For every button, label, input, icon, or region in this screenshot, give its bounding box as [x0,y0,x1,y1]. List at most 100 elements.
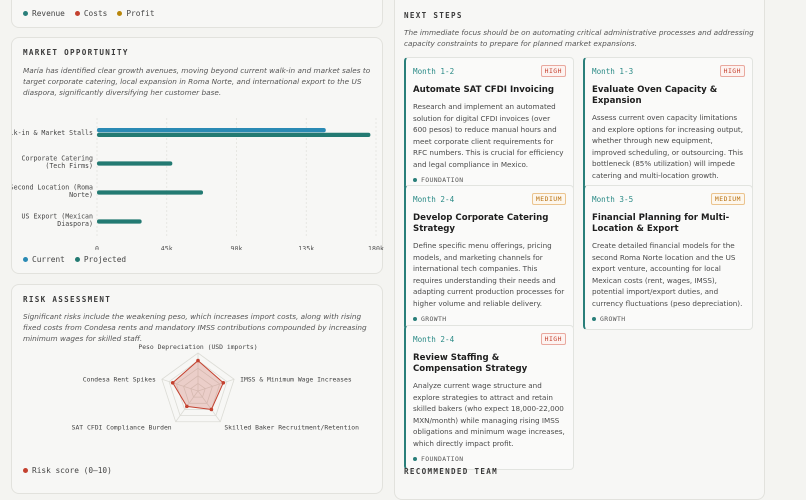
category-dot [413,456,417,461]
financial-legend-swatch [74,11,80,16]
risk-score-point [170,380,175,385]
market-opportunity-description: María has identified clear growth avenue… [23,66,371,98]
step-category: FOUNDATION [421,454,464,463]
market-legend-item: Projected [74,255,126,264]
radar-axis-label: IMSS & Minimum Wage Increases [240,375,352,383]
financial-legend-item: Profit [117,9,155,18]
step-category: FOUNDATION [421,175,464,184]
financial-legend-item: Costs [74,9,108,18]
financial-legend: Revenue Costs Profit [23,9,155,18]
priority-badge: MEDIUM [531,193,566,205]
step-month: Month 2-4 [413,194,455,204]
step-description: Create detailed financial models for the… [592,241,743,308]
step-title: Review Staffing & Compensation Strategy [413,353,528,374]
category-label: Corporate Catering [22,154,93,162]
step-header: Month 1-3 HIGH [592,65,745,77]
x-tick-label: 90k [231,245,243,250]
category-label: (Tech Firms) [45,162,93,170]
category-dot [592,316,596,321]
radar-grid-ring [190,382,206,398]
priority-badge: HIGH [719,65,745,77]
next-step-card: Month 1-3 HIGH Evaluate Oven Capacity & Ex… [583,57,753,202]
market-legend-label: Current [32,255,65,264]
market-legend-item: Current [23,255,65,264]
market-opportunity-card: MARKET OPPORTUNITY María has identified … [11,37,384,274]
risk-score-point [185,404,189,409]
step-title: Develop Corporate Catering Strategy [413,213,549,234]
next-steps-title: NEXT STEPS [404,11,463,20]
step-title: Automate SAT CFDI Invoicing [413,85,555,95]
market-opportunity-chart: 0 45k 90k 135k 180k Walk-in & Market Stalls Co… [12,118,384,250]
step-description: Analyze current wage structure and explo… [413,381,565,448]
step-category-tag: GROWTH [592,315,745,323]
category-label: US Export (Mexican [22,212,93,220]
financial-legend-label: Revenue [32,9,65,18]
market-legend-swatch [74,257,80,262]
radar-grid-ring [183,375,213,404]
step-header: Month 2-4 HIGH [413,333,566,345]
category-label: Norte) [69,191,93,199]
risk-legend-label: Risk score (0–10) [32,466,112,475]
bar-projected [97,132,371,137]
step-description: Define specific menu offerings, pricing … [413,241,565,308]
risk-radar-chart: Peso Depreciation (USD imports) IMSS & Mi… [72,343,360,432]
next-step-card: Month 2-4 HIGH Review Staffing & Compensat… [404,325,574,470]
radar-grid-ring [175,367,221,410]
radar-axis-label: Condesa Rent Spikes [83,375,156,383]
category-label: Walk-in & Market Stalls [12,129,93,137]
step-category-tag: GROWTH [413,315,566,323]
bar-projected [97,190,204,195]
radar-axis-label: Skilled Baker Recruitment/Retention [224,424,359,432]
next-steps-card: NEXT STEPS The immediate focus should be… [394,0,765,500]
market-chart-legend: Current Projected [23,255,126,264]
market-legend-swatch [23,257,28,262]
risk-assessment-title: RISK ASSESSMENT [23,295,112,304]
risk-legend-swatch [23,468,28,473]
radar-axis-label: SAT CFDI Compliance Burden [72,424,172,432]
radar-axis-line [197,390,221,422]
x-tick-label: 45k [161,245,173,250]
step-category-tag: FOUNDATION [413,455,566,463]
x-tick-label: 180k [368,245,384,250]
step-header: Month 2-4 MEDIUM [413,193,566,205]
bar-projected [97,161,173,166]
financial-legend-label: Profit [126,9,155,18]
step-header: Month 1-2 HIGH [413,65,566,77]
category-dot [413,177,417,182]
market-opportunity-title: MARKET OPPORTUNITY [23,48,129,57]
priority-badge: HIGH [540,65,566,77]
financial-legend-card: Revenue Costs Profit [11,0,383,28]
x-tick-label: 135k [298,245,314,250]
radar-axis-line [161,378,199,392]
next-step-card: Month 2-4 MEDIUM Develop Corporate Caterin… [404,185,574,330]
step-description: Research and implement an automated solu… [413,102,564,169]
risk-assessment-description: Significant risks include the weakening … [23,312,367,344]
step-description: Assess current oven capacity limitations… [592,113,744,180]
step-title: Financial Planning for Multi-Location & … [592,213,730,234]
financial-legend-swatch [117,11,123,16]
risk-score-point [221,380,226,385]
step-month: Month 1-3 [592,66,634,76]
financial-legend-label: Costs [83,9,108,18]
radar-grid-ring [161,352,235,423]
step-category: GROWTH [421,314,447,323]
category-label: Diaspora) [57,220,93,228]
step-month: Month 3-5 [592,194,634,204]
bar-current [97,128,326,133]
step-month: Month 1-2 [413,66,455,76]
radar-grid-ring [168,360,228,416]
next-steps-intro: The immediate focus should be on automat… [404,28,754,49]
category-label: Second Location (Roma [12,183,93,191]
step-category: GROWTH [600,314,626,323]
category-dot [413,316,417,321]
step-header: Month 3-5 MEDIUM [592,193,745,205]
priority-badge: HIGH [540,333,566,345]
next-step-card: Month 1-2 HIGH Automate SAT CFDI Invoicing… [404,57,574,191]
radar-axis-line [197,378,235,392]
financial-legend-item: Revenue [23,9,65,18]
next-step-card: Month 3-5 MEDIUM Financial Planning for Mu… [583,185,753,330]
step-title: Evaluate Oven Capacity & Expansion [592,85,718,106]
radar-axis-label: Peso Depreciation (USD imports) [138,343,257,351]
recommended-team-title: RECOMMENDED TEAM [404,467,498,476]
x-tick-label: 0 [95,245,99,250]
